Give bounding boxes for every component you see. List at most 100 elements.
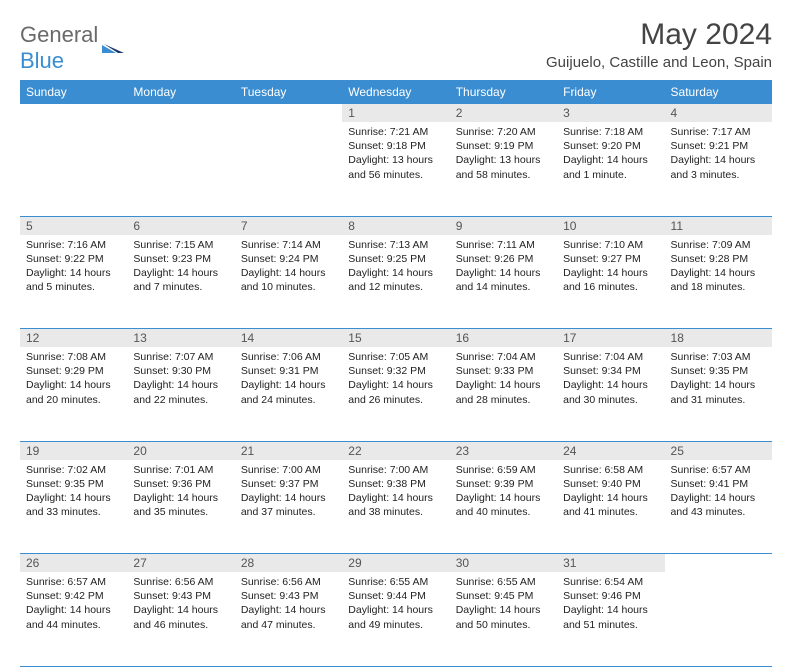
day-details: Sunrise: 7:11 AMSunset: 9:26 PMDaylight:… (450, 235, 557, 299)
day-cell: Sunrise: 7:15 AMSunset: 9:23 PMDaylight:… (127, 235, 234, 329)
day-details: Sunrise: 6:57 AMSunset: 9:41 PMDaylight:… (665, 460, 772, 524)
day-number: 26 (20, 554, 127, 573)
day-cell: Sunrise: 7:16 AMSunset: 9:22 PMDaylight:… (20, 235, 127, 329)
day-cell: Sunrise: 7:03 AMSunset: 9:35 PMDaylight:… (665, 347, 772, 441)
day-number-row: 567891011 (20, 216, 772, 235)
day-details: Sunrise: 7:05 AMSunset: 9:32 PMDaylight:… (342, 347, 449, 411)
day-cell (665, 572, 772, 666)
day-details: Sunrise: 6:55 AMSunset: 9:45 PMDaylight:… (450, 572, 557, 636)
day-details: Sunrise: 7:17 AMSunset: 9:21 PMDaylight:… (665, 122, 772, 186)
day-number: 13 (127, 329, 234, 348)
day-cell: Sunrise: 7:00 AMSunset: 9:37 PMDaylight:… (235, 460, 342, 554)
weekday-header: Tuesday (235, 80, 342, 104)
day-number: 20 (127, 441, 234, 460)
day-number: 11 (665, 216, 772, 235)
day-number: 21 (235, 441, 342, 460)
day-details: Sunrise: 7:09 AMSunset: 9:28 PMDaylight:… (665, 235, 772, 299)
day-number: 27 (127, 554, 234, 573)
day-cell: Sunrise: 6:55 AMSunset: 9:45 PMDaylight:… (450, 572, 557, 666)
day-details: Sunrise: 7:04 AMSunset: 9:34 PMDaylight:… (557, 347, 664, 411)
day-details: Sunrise: 7:01 AMSunset: 9:36 PMDaylight:… (127, 460, 234, 524)
day-number: 2 (450, 104, 557, 122)
day-number: 10 (557, 216, 664, 235)
day-cell: Sunrise: 7:05 AMSunset: 9:32 PMDaylight:… (342, 347, 449, 441)
weekday-header: Friday (557, 80, 664, 104)
day-details: Sunrise: 6:55 AMSunset: 9:44 PMDaylight:… (342, 572, 449, 636)
day-details: Sunrise: 7:00 AMSunset: 9:37 PMDaylight:… (235, 460, 342, 524)
day-number: 17 (557, 329, 664, 348)
day-number: 1 (342, 104, 449, 122)
weekday-header: Sunday (20, 80, 127, 104)
day-details: Sunrise: 7:07 AMSunset: 9:30 PMDaylight:… (127, 347, 234, 411)
day-content-row: Sunrise: 7:21 AMSunset: 9:18 PMDaylight:… (20, 122, 772, 216)
logo-word1: General (20, 22, 98, 47)
day-content-row: Sunrise: 6:57 AMSunset: 9:42 PMDaylight:… (20, 572, 772, 666)
day-number-row: 12131415161718 (20, 329, 772, 348)
day-cell: Sunrise: 7:21 AMSunset: 9:18 PMDaylight:… (342, 122, 449, 216)
weekday-header: Monday (127, 80, 234, 104)
day-content-row: Sunrise: 7:08 AMSunset: 9:29 PMDaylight:… (20, 347, 772, 441)
day-number: 7 (235, 216, 342, 235)
logo: General Blue (20, 22, 122, 74)
day-details: Sunrise: 6:59 AMSunset: 9:39 PMDaylight:… (450, 460, 557, 524)
day-cell (20, 122, 127, 216)
day-cell: Sunrise: 7:04 AMSunset: 9:34 PMDaylight:… (557, 347, 664, 441)
day-number (127, 104, 234, 122)
day-cell: Sunrise: 7:17 AMSunset: 9:21 PMDaylight:… (665, 122, 772, 216)
day-details: Sunrise: 7:13 AMSunset: 9:25 PMDaylight:… (342, 235, 449, 299)
day-details: Sunrise: 6:58 AMSunset: 9:40 PMDaylight:… (557, 460, 664, 524)
day-details: Sunrise: 7:18 AMSunset: 9:20 PMDaylight:… (557, 122, 664, 186)
logo-text: General Blue (20, 22, 98, 74)
day-cell: Sunrise: 7:13 AMSunset: 9:25 PMDaylight:… (342, 235, 449, 329)
day-cell: Sunrise: 7:18 AMSunset: 9:20 PMDaylight:… (557, 122, 664, 216)
day-number: 12 (20, 329, 127, 348)
day-number: 19 (20, 441, 127, 460)
day-details: Sunrise: 7:02 AMSunset: 9:35 PMDaylight:… (20, 460, 127, 524)
day-cell: Sunrise: 7:00 AMSunset: 9:38 PMDaylight:… (342, 460, 449, 554)
day-details: Sunrise: 7:03 AMSunset: 9:35 PMDaylight:… (665, 347, 772, 411)
day-number: 24 (557, 441, 664, 460)
day-number: 31 (557, 554, 664, 573)
day-number: 5 (20, 216, 127, 235)
day-details: Sunrise: 7:06 AMSunset: 9:31 PMDaylight:… (235, 347, 342, 411)
weekday-header: Wednesday (342, 80, 449, 104)
day-number: 18 (665, 329, 772, 348)
day-number-row: 262728293031 (20, 554, 772, 573)
day-cell: Sunrise: 7:02 AMSunset: 9:35 PMDaylight:… (20, 460, 127, 554)
day-details: Sunrise: 7:16 AMSunset: 9:22 PMDaylight:… (20, 235, 127, 299)
day-details: Sunrise: 7:08 AMSunset: 9:29 PMDaylight:… (20, 347, 127, 411)
day-cell: Sunrise: 7:14 AMSunset: 9:24 PMDaylight:… (235, 235, 342, 329)
logo-icon (102, 37, 122, 53)
day-number: 3 (557, 104, 664, 122)
day-cell: Sunrise: 7:01 AMSunset: 9:36 PMDaylight:… (127, 460, 234, 554)
day-cell: Sunrise: 7:04 AMSunset: 9:33 PMDaylight:… (450, 347, 557, 441)
day-number: 14 (235, 329, 342, 348)
day-number (20, 104, 127, 122)
day-number: 6 (127, 216, 234, 235)
day-cell: Sunrise: 6:54 AMSunset: 9:46 PMDaylight:… (557, 572, 664, 666)
day-cell: Sunrise: 6:55 AMSunset: 9:44 PMDaylight:… (342, 572, 449, 666)
day-details: Sunrise: 6:56 AMSunset: 9:43 PMDaylight:… (127, 572, 234, 636)
day-cell: Sunrise: 7:06 AMSunset: 9:31 PMDaylight:… (235, 347, 342, 441)
title-block: May 2024 Guijuelo, Castille and Leon, Sp… (546, 18, 772, 71)
day-number: 9 (450, 216, 557, 235)
day-number: 16 (450, 329, 557, 348)
day-cell: Sunrise: 6:57 AMSunset: 9:41 PMDaylight:… (665, 460, 772, 554)
logo-word2: Blue (20, 48, 64, 73)
day-cell: Sunrise: 6:56 AMSunset: 9:43 PMDaylight:… (235, 572, 342, 666)
calendar-table: SundayMondayTuesdayWednesdayThursdayFrid… (20, 80, 772, 667)
day-number: 15 (342, 329, 449, 348)
weekday-header: Saturday (665, 80, 772, 104)
day-number: 25 (665, 441, 772, 460)
day-cell: Sunrise: 6:56 AMSunset: 9:43 PMDaylight:… (127, 572, 234, 666)
day-number: 22 (342, 441, 449, 460)
day-details: Sunrise: 6:57 AMSunset: 9:42 PMDaylight:… (20, 572, 127, 636)
day-number-row: 19202122232425 (20, 441, 772, 460)
day-details: Sunrise: 7:14 AMSunset: 9:24 PMDaylight:… (235, 235, 342, 299)
day-details: Sunrise: 7:21 AMSunset: 9:18 PMDaylight:… (342, 122, 449, 186)
day-details: Sunrise: 6:56 AMSunset: 9:43 PMDaylight:… (235, 572, 342, 636)
day-number: 8 (342, 216, 449, 235)
location: Guijuelo, Castille and Leon, Spain (546, 54, 772, 71)
day-number-row: 1234 (20, 104, 772, 122)
weekday-header-row: SundayMondayTuesdayWednesdayThursdayFrid… (20, 80, 772, 104)
